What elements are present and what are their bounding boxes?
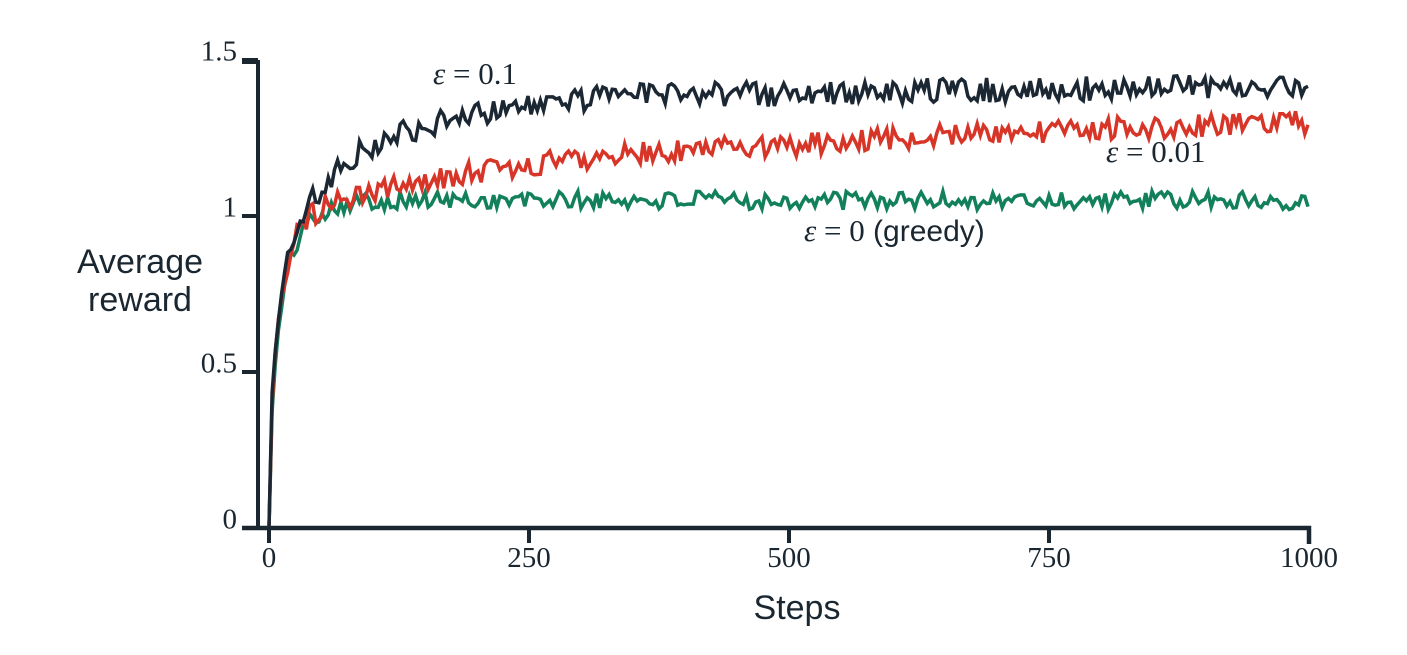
epsilon-symbol: ε — [433, 56, 446, 91]
annotation-value: = 0.1 — [445, 56, 517, 91]
annotation-eps-0.1: ε = 0.1 — [433, 56, 517, 92]
annotation-suffix: (greedy) — [864, 215, 985, 248]
x-tick-label: 500 — [767, 542, 811, 574]
y-axis-title: Average reward — [76, 243, 204, 320]
x-tick-label: 1000 — [1280, 542, 1338, 574]
y-tick-label: 0 — [222, 503, 238, 536]
epsilon-symbol: ε — [804, 213, 817, 248]
y-tick-label: 0.5 — [200, 347, 237, 380]
annotation-eps-0.01: ε = 0.01 — [1106, 134, 1205, 170]
epsilon-symbol: ε — [1106, 134, 1119, 169]
x-tick-label: 0 — [261, 542, 277, 574]
annotation-value: = 0 — [816, 213, 865, 248]
y-tick-label: 1 — [222, 191, 238, 224]
series-line-greedy — [267, 184, 1310, 529]
y-axis — [242, 60, 260, 528]
x-axis-title: Steps — [753, 589, 841, 627]
x-tick-label: 750 — [1027, 542, 1071, 574]
y-tick-label: 1.5 — [200, 35, 237, 68]
series-line-eps-0.01 — [267, 108, 1310, 527]
x-tick-label: 250 — [507, 542, 551, 574]
annotation-value: = 0.01 — [1118, 134, 1206, 169]
annotation-eps-0-greedy: ε = 0 (greedy) — [804, 213, 985, 249]
series-line-eps-0.1 — [267, 71, 1309, 529]
